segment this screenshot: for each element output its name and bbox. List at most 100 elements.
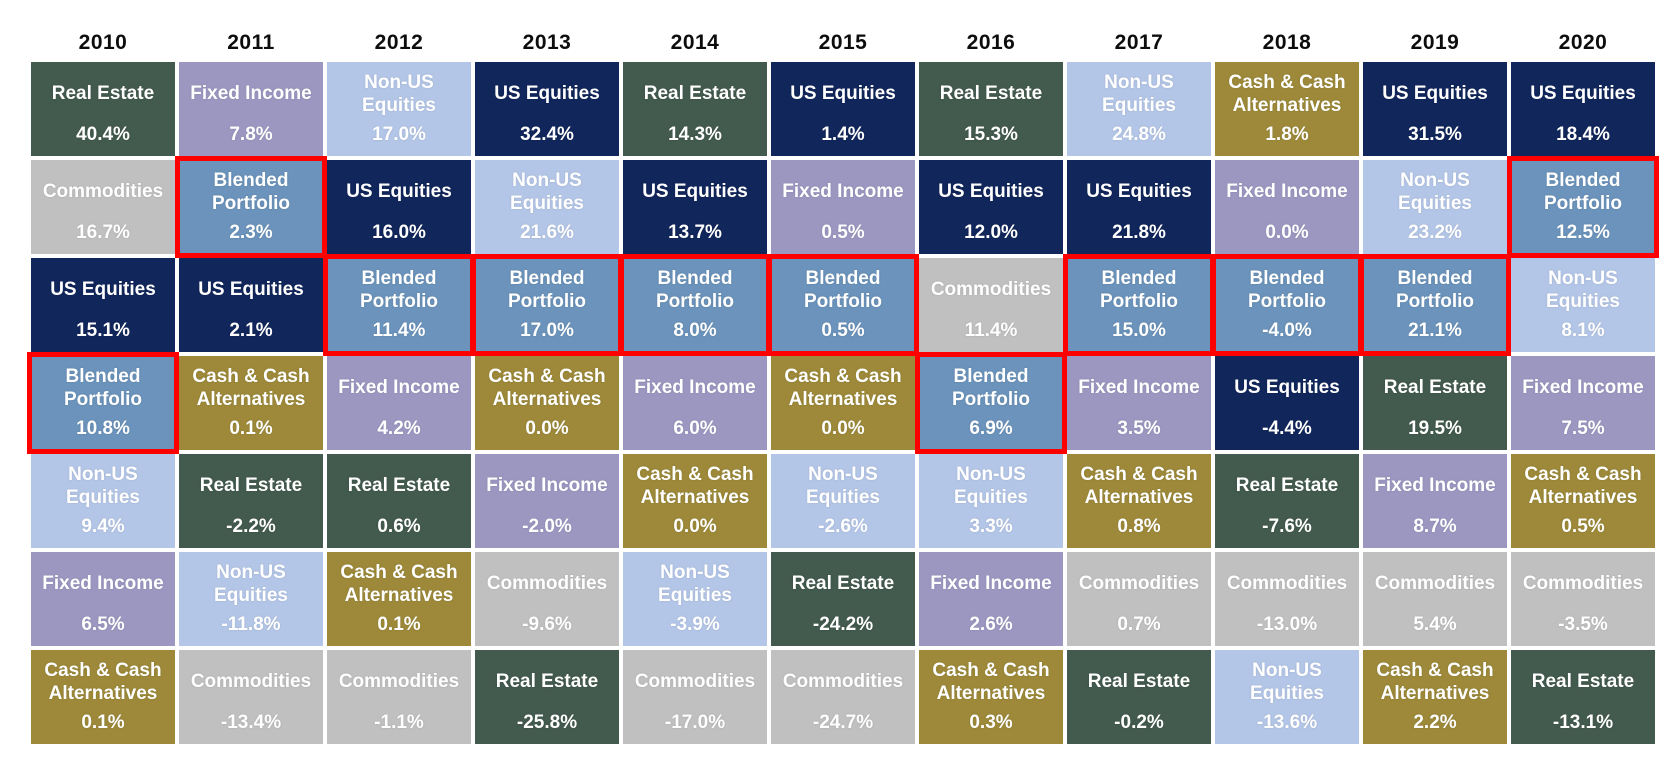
asset-name-label: Blended Portfolio — [655, 268, 735, 312]
asset-return-value: -0.2% — [1114, 712, 1164, 733]
asset-name-label: Fixed Income — [634, 377, 756, 399]
year-label: 2016 — [966, 31, 1016, 54]
asset-name-label: Real Estate — [1531, 671, 1635, 693]
asset-name-label: Commodities — [486, 573, 608, 595]
year-label: 2013 — [522, 31, 572, 54]
asset-name-label: Blended Portfolio — [951, 366, 1031, 410]
asset-cell: US Equities 32.4% — [475, 62, 619, 156]
asset-return-value: 23.2% — [1408, 222, 1462, 243]
asset-cell: Real Estate 0.6% — [327, 454, 471, 548]
asset-return-value: 21.8% — [1112, 222, 1166, 243]
asset-return-value: 1.8% — [1265, 124, 1309, 145]
asset-cell: Cash & Cash Alternatives 1.8% — [1215, 62, 1359, 156]
asset-name-label: Blended Portfolio — [63, 366, 143, 410]
asset-cell: Commodities -17.0% — [623, 650, 767, 744]
asset-name-label: Real Estate — [1087, 671, 1191, 693]
asset-return-value: 15.1% — [76, 320, 130, 341]
asset-return-value: 2.2% — [1413, 712, 1457, 733]
asset-cell: Real Estate -13.1% — [1511, 650, 1655, 744]
asset-name-label: US Equities — [938, 181, 1044, 203]
asset-return-value: 3.3% — [969, 516, 1013, 537]
asset-name-label: Fixed Income — [1078, 377, 1200, 399]
asset-cell: Fixed Income 7.8% — [179, 62, 323, 156]
asset-name-label: Blended Portfolio — [359, 268, 439, 312]
asset-cell: Fixed Income 6.0% — [623, 356, 767, 450]
asset-name-label: US Equities — [346, 181, 452, 203]
asset-name-label: Cash & Cash Alternatives — [1228, 72, 1346, 116]
asset-return-value: -4.4% — [1262, 418, 1312, 439]
asset-name-label: Real Estate — [791, 573, 895, 595]
year-label: 2014 — [670, 31, 720, 54]
asset-return-value: -25.8% — [516, 712, 578, 733]
asset-name-label: US Equities — [1234, 377, 1340, 399]
asset-return-value: 0.1% — [81, 712, 125, 733]
asset-cell: Fixed Income 8.7% — [1363, 454, 1507, 548]
asset-cell: Blended Portfolio 12.5% — [1507, 156, 1659, 258]
asset-cell: Real Estate -0.2% — [1067, 650, 1211, 744]
asset-name-label: Cash & Cash Alternatives — [932, 660, 1050, 704]
year-label: 2019 — [1410, 31, 1460, 54]
asset-name-label: Cash & Cash Alternatives — [340, 562, 458, 606]
asset-cell: Blended Portfolio 8.0% — [619, 254, 771, 356]
asset-name-label: Real Estate — [939, 83, 1043, 105]
asset-return-value: 0.6% — [377, 516, 421, 537]
asset-name-label: US Equities — [494, 83, 600, 105]
asset-cell: US Equities 2.1% — [179, 258, 323, 352]
asset-name-label: Cash & Cash Alternatives — [1524, 464, 1642, 508]
asset-cell: Commodities 16.7% — [31, 160, 175, 254]
asset-cell: Commodities 5.4% — [1363, 552, 1507, 646]
asset-name-label: Fixed Income — [1374, 475, 1496, 497]
asset-return-value: -2.6% — [818, 516, 868, 537]
asset-name-label: Blended Portfolio — [1395, 268, 1475, 312]
asset-cell: Non-US Equities 21.6% — [475, 160, 619, 254]
asset-name-label: Fixed Income — [1226, 181, 1348, 203]
asset-cell: Non-US Equities 9.4% — [31, 454, 175, 548]
asset-cell: Real Estate -7.6% — [1215, 454, 1359, 548]
asset-cell: Blended Portfolio 2.3% — [175, 156, 327, 258]
asset-cell: Cash & Cash Alternatives 0.1% — [179, 356, 323, 450]
asset-cell: Commodities 0.7% — [1067, 552, 1211, 646]
asset-cell: Commodities -9.6% — [475, 552, 619, 646]
quilt-grid: Real Estate 40.4% Commodities 16.7% US Equit… — [27, 62, 1659, 744]
year-label: 2010 — [78, 31, 128, 54]
asset-name-label: Commodities — [1374, 573, 1496, 595]
asset-cell: Real Estate 15.3% — [919, 62, 1063, 156]
asset-return-value: 24.8% — [1112, 124, 1166, 145]
asset-cell: Fixed Income 6.5% — [31, 552, 175, 646]
asset-cell: Commodities -3.5% — [1511, 552, 1655, 646]
asset-name-label: Non-US Equities — [214, 562, 288, 606]
asset-name-label: Non-US Equities — [806, 464, 880, 508]
asset-name-label: Fixed Income — [338, 377, 460, 399]
asset-return-value: -2.0% — [522, 516, 572, 537]
asset-return-value: 0.5% — [821, 320, 865, 341]
asset-return-value: 0.5% — [1561, 516, 1605, 537]
asset-return-value: 0.7% — [1117, 614, 1161, 635]
asset-return-value: 2.6% — [969, 614, 1013, 635]
asset-name-label: Commodities — [634, 671, 756, 693]
asset-return-value: -13.6% — [1256, 712, 1318, 733]
year-header-row: 2010 2011 2012 2013 2014 2015 2016 2017 2018 2019… — [31, 0, 1655, 62]
asset-return-value: 15.0% — [1112, 320, 1166, 341]
asset-return-value: 2.3% — [229, 222, 273, 243]
asset-return-value: 6.9% — [969, 418, 1013, 439]
asset-cell: Blended Portfolio 17.0% — [471, 254, 623, 356]
asset-return-value: -13.4% — [220, 712, 282, 733]
asset-cell: Blended Portfolio 11.4% — [323, 254, 475, 356]
asset-return-value: 17.0% — [520, 320, 574, 341]
asset-cell: Blended Portfolio 10.8% — [27, 352, 179, 454]
asset-name-label: Real Estate — [1235, 475, 1339, 497]
asset-name-label: US Equities — [1086, 181, 1192, 203]
asset-cell: Non-US Equities -13.6% — [1215, 650, 1359, 744]
asset-name-label: US Equities — [790, 83, 896, 105]
asset-name-label: Blended Portfolio — [1099, 268, 1179, 312]
asset-name-label: Non-US Equities — [1546, 268, 1620, 312]
asset-name-label: Commodities — [190, 671, 312, 693]
asset-name-label: Commodities — [1078, 573, 1200, 595]
asset-name-label: Real Estate — [199, 475, 303, 497]
asset-name-label: Cash & Cash Alternatives — [192, 366, 310, 410]
asset-name-label: Cash & Cash Alternatives — [488, 366, 606, 410]
asset-cell: Non-US Equities -2.6% — [771, 454, 915, 548]
asset-name-label: US Equities — [1382, 83, 1488, 105]
asset-return-value: 19.5% — [1408, 418, 1462, 439]
